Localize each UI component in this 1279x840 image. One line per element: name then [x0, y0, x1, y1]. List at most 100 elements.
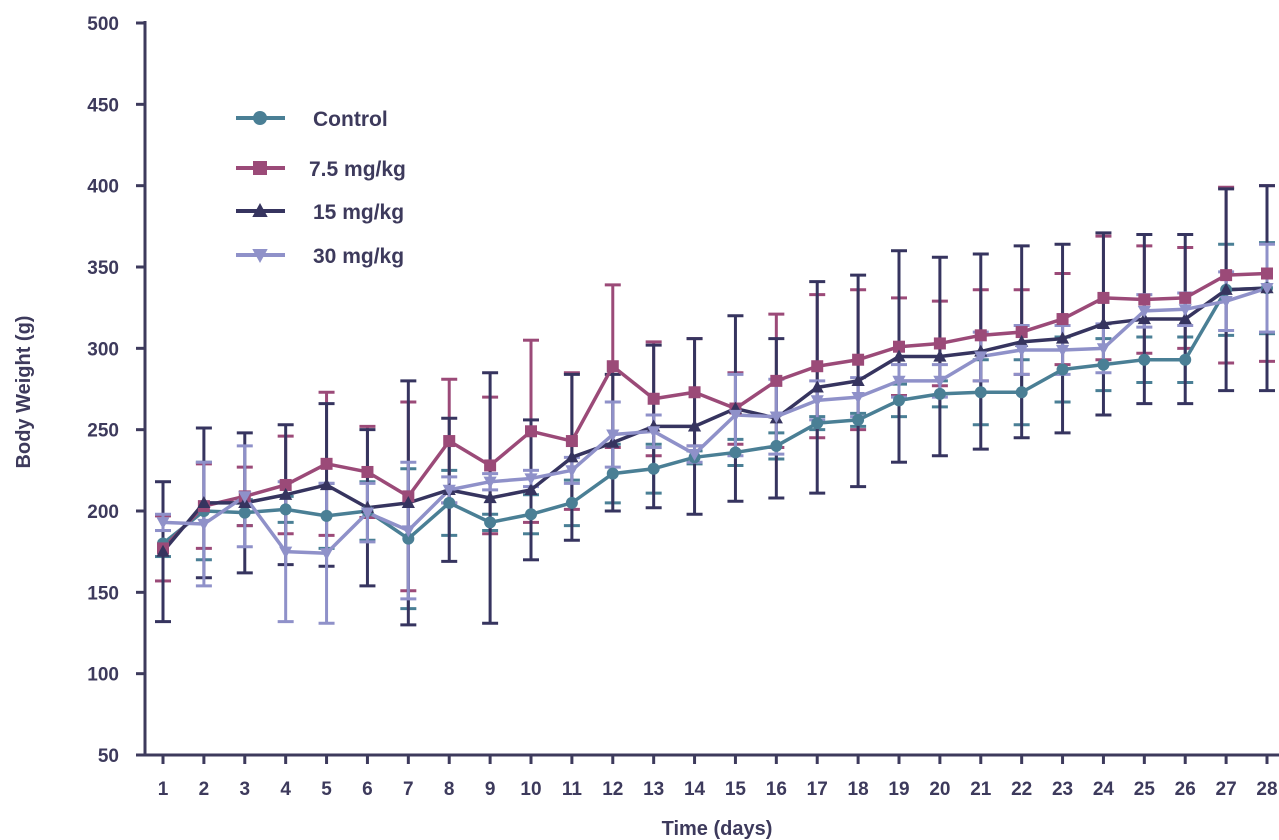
- data-point: [770, 439, 783, 452]
- data-point: [933, 375, 947, 388]
- legend-swatch-marker: [252, 202, 268, 217]
- data-point: [769, 411, 783, 424]
- data-point: [974, 329, 987, 342]
- x-tick-label: 26: [1175, 779, 1196, 800]
- x-axis-title: Time (days): [662, 818, 773, 840]
- data-point: [1015, 386, 1028, 399]
- legend-swatch-marker: [253, 111, 267, 125]
- x-tick-label: 19: [888, 779, 909, 800]
- data-point: [974, 351, 988, 364]
- data-point: [1015, 326, 1028, 339]
- data-point: [606, 467, 619, 480]
- data-point: [1138, 293, 1151, 306]
- data-point: [647, 426, 661, 439]
- data-point: [1179, 291, 1192, 304]
- data-point: [811, 360, 824, 373]
- data-point: [1096, 343, 1111, 356]
- data-point: [892, 375, 906, 388]
- data-point: [524, 473, 538, 486]
- x-tick-label: 9: [485, 779, 496, 800]
- data-point: [1179, 353, 1192, 366]
- data-point: [443, 496, 456, 509]
- x-tick-label: 1: [158, 779, 169, 800]
- data-point: [606, 429, 620, 442]
- data-point: [483, 476, 497, 489]
- data-point: [279, 487, 293, 500]
- y-tick-label: 300: [87, 339, 119, 360]
- data-point: [565, 496, 578, 509]
- data-point: [565, 435, 578, 448]
- data-point: [1219, 296, 1233, 309]
- data-point: [1056, 363, 1069, 376]
- data-point: [1178, 312, 1192, 325]
- legend-label: Control: [313, 108, 388, 131]
- x-tick-label: 6: [362, 779, 373, 800]
- data-point: [1015, 344, 1029, 357]
- data-point: [320, 509, 333, 522]
- data-point: [238, 491, 252, 504]
- data-point: [933, 349, 947, 362]
- x-tick-label: 23: [1052, 779, 1073, 800]
- data-point: [1260, 283, 1274, 296]
- data-point: [402, 532, 415, 545]
- data-point: [483, 491, 497, 504]
- data-point: [320, 457, 333, 470]
- legend: Control 7.5 mg/kg 15 mg/kg 30 mg/kg: [236, 108, 406, 268]
- x-tick-label: 13: [643, 779, 664, 800]
- x-tick-label: 11: [562, 779, 583, 800]
- data-point: [1261, 267, 1273, 280]
- series-markers: [156, 267, 1274, 561]
- x-tick-label: 18: [848, 779, 869, 800]
- series-line: [161, 286, 1268, 553]
- x-tick-label: 21: [970, 779, 992, 800]
- x-tick-label: 24: [1093, 779, 1115, 800]
- data-point: [974, 386, 987, 399]
- x-tick-label: 12: [602, 779, 623, 800]
- data-point: [852, 353, 865, 366]
- data-point: [156, 517, 170, 530]
- data-point: [647, 462, 660, 475]
- data-point: [606, 360, 619, 373]
- data-point: [810, 395, 824, 408]
- data-point: [852, 413, 865, 426]
- data-point: [279, 546, 293, 559]
- x-tick-label: 10: [520, 779, 541, 800]
- x-tick-label: 7: [403, 779, 414, 800]
- x-tick-label: 17: [807, 779, 828, 800]
- data-point: [360, 507, 375, 520]
- data-point: [851, 392, 865, 405]
- data-point: [729, 446, 742, 459]
- data-point: [810, 380, 824, 393]
- data-point: [197, 518, 211, 531]
- data-point: [565, 465, 579, 478]
- data-point: [728, 409, 743, 422]
- data-point: [525, 508, 537, 521]
- y-tick-label: 50: [98, 746, 119, 767]
- data-point: [1219, 282, 1233, 295]
- legend-label: 7.5 mg/kg: [309, 158, 406, 181]
- data-point: [1056, 313, 1069, 326]
- x-tick-label: 4: [280, 779, 291, 800]
- data-point: [1220, 269, 1233, 282]
- data-point: [401, 495, 415, 508]
- x-tick-label: 2: [199, 779, 210, 800]
- y-tick-label: 150: [87, 583, 119, 604]
- data-point: [893, 340, 905, 353]
- data-point: [770, 374, 783, 387]
- x-tick-label: 22: [1011, 779, 1032, 800]
- y-tick-label: 400: [87, 177, 119, 198]
- data-point: [156, 544, 170, 557]
- series-line: [161, 286, 1268, 545]
- data-point: [1055, 331, 1070, 344]
- data-point: [933, 337, 946, 350]
- data-point: [1096, 317, 1111, 330]
- x-tick-label: 20: [929, 779, 950, 800]
- y-tick-label: 350: [87, 258, 119, 279]
- data-point: [1137, 305, 1151, 318]
- data-point: [1137, 312, 1151, 325]
- data-point: [443, 435, 456, 448]
- data-point: [279, 478, 292, 491]
- data-point: [238, 506, 251, 519]
